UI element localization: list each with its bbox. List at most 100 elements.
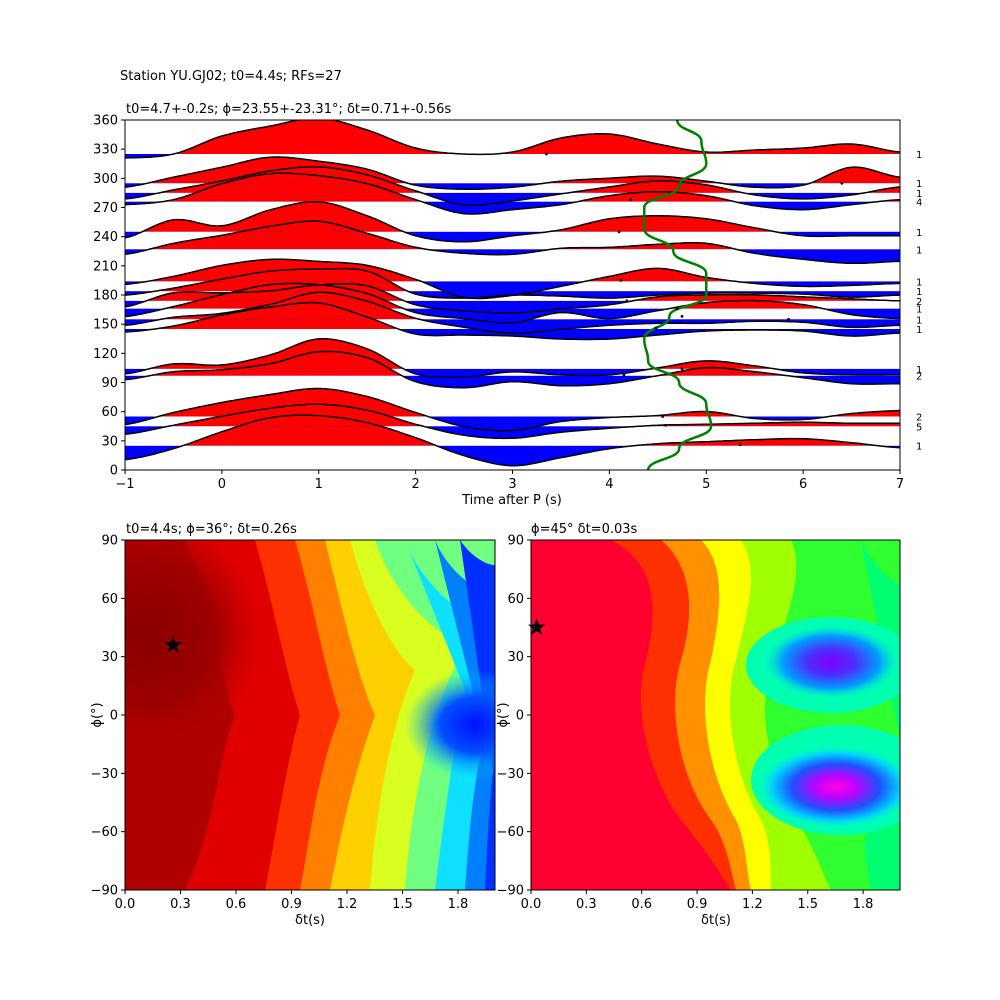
grid-right-heatmap (531, 540, 900, 890)
rf-count-label: 1 (916, 150, 922, 161)
rf-y-tick-label: 300 (93, 172, 118, 187)
rf-negative-fill (125, 426, 900, 439)
rf-trace (125, 291, 900, 335)
rf-negative-fill (125, 201, 900, 214)
rf-negative-fill (125, 300, 633, 313)
rf-moveout-points (545, 152, 844, 447)
grid-y-tick-label: 0 (516, 709, 524, 724)
grid-y-tick-label: −30 (497, 767, 524, 782)
rf-x-tick-label: 5 (702, 477, 710, 492)
grid-x-tick-label: 0.9 (687, 897, 708, 912)
grid-right-panel: ϕ=45° δt=0.03s 0.0 0.3 0.6 0.9 1.2 1.5 1.8 −90 −… (496, 522, 901, 928)
rf-trace (125, 283, 900, 314)
rf-y-tick-label: 150 (93, 318, 118, 333)
grid-y-tick-label: −30 (91, 767, 118, 782)
grid-y-tick-label: 0 (110, 709, 118, 724)
grid-right-axes: 0.0 0.3 0.6 0.9 1.2 1.5 1.8 −90 −60 −30 0 30 60 90 (497, 534, 874, 913)
grid-left-heatmap (125, 540, 495, 890)
rf-y-tick-label: 360 (93, 114, 118, 129)
grid-right-x-label: δt(s) (701, 913, 731, 928)
rf-trace (125, 403, 900, 440)
grid-left-y-label: ϕ(°) (90, 702, 105, 727)
rf-moveout-point (622, 373, 626, 377)
grid-y-tick-label: 60 (507, 592, 524, 607)
rf-x-tick-label: 1 (315, 477, 323, 492)
grid-x-tick-label: 1.5 (797, 897, 818, 912)
rf-trace (125, 301, 900, 341)
best-fit-star-icon (527, 618, 546, 635)
rf-negative-fill (125, 416, 900, 431)
rf-trace (125, 166, 900, 207)
rf-count-label: 2 (916, 372, 922, 383)
rf-y-tick-label: 210 (93, 259, 118, 274)
rf-trace (125, 120, 900, 159)
rf-positive-fill (148, 338, 775, 369)
grid-left-axes: 0.0 0.3 0.6 0.9 1.2 1.5 1.8 −90 −60 −30 0 30 60 90 (91, 534, 469, 913)
rf-count-label: 1 (916, 189, 922, 200)
rf-count-label: 1 (916, 315, 922, 326)
rf-x-tick-label: 0 (218, 477, 226, 492)
rf-trace (125, 387, 900, 432)
rf-moveout-point (664, 423, 667, 427)
rf-count-label: 1 (916, 179, 922, 190)
rf-y-tick-label: 270 (93, 201, 118, 216)
rf-negative-fill (125, 231, 900, 242)
grid-x-tick-label: 0.3 (576, 897, 597, 912)
rf-positive-fill (147, 259, 737, 282)
rf-x-tick-label: 2 (411, 477, 419, 492)
rf-moveout-point (629, 198, 633, 202)
rf-positive-fill (142, 201, 776, 232)
rf-positive-fill (125, 157, 900, 184)
grid-y-tick-label: 30 (101, 650, 118, 665)
grid-right-title: ϕ=45° δt=0.03s (531, 522, 638, 537)
rf-x-tick-label: 6 (799, 477, 807, 492)
rf-trace (125, 258, 900, 300)
grid-right-best-star (527, 618, 546, 635)
rf-y-tick-label: 330 (93, 143, 118, 158)
grid-x-tick-label: 1.8 (853, 897, 874, 912)
figure-title: Station YU.GJ02; t0=4.4s; RFs=27 (120, 69, 342, 84)
rf-count-label: 1 (916, 365, 922, 376)
rf-stack-title: t0=4.7+-0.2s; ϕ=23.55+-23.31°; δt=0.71+-… (126, 102, 451, 117)
rf-stack-panel: t0=4.7+-0.2s; ϕ=23.55+-23.31°; δt=0.71+-… (93, 102, 922, 508)
grid-right-y-label: ϕ(°) (496, 702, 511, 727)
rf-moveout-point (840, 181, 844, 185)
rf-count-label: 1 (916, 305, 922, 316)
rf-model-line (642, 120, 713, 470)
grid-y-tick-label: −60 (91, 825, 118, 840)
best-fit-star-icon (164, 636, 182, 653)
rf-y-axis: 0 30 60 90 120 150 180 210 240 270 300 330 360 (93, 114, 125, 479)
grid-x-tick-label: 0.0 (521, 897, 542, 912)
rf-trace (125, 338, 900, 379)
rf-count-label: 1 (916, 228, 922, 239)
rf-y-tick-label: 60 (101, 405, 118, 420)
rf-y-tick-label: 0 (110, 464, 118, 479)
rf-positive-fill (158, 388, 900, 417)
rf-x-tick-label: 7 (896, 477, 904, 492)
rf-trace (125, 350, 900, 389)
rf-count-label: 4 (916, 198, 922, 209)
rf-negative-fill (125, 249, 900, 264)
rf-x-axis: −1 0 1 2 3 4 5 6 7 (115, 470, 904, 492)
rf-y-tick-label: 240 (93, 230, 118, 245)
rf-trace (125, 414, 900, 467)
rf-negative-fill (125, 368, 900, 378)
rf-x-tick-label: −1 (115, 477, 134, 492)
rf-moveout-point (625, 299, 629, 303)
rf-y-tick-label: 120 (93, 347, 118, 362)
grid-x-tick-label: 1.8 (448, 897, 469, 912)
grid-x-tick-label: 0.6 (226, 897, 247, 912)
rf-negative-fill (125, 192, 900, 206)
rf-count-label: 5 (916, 422, 922, 433)
rf-positive-fill (173, 120, 900, 155)
grid-x-tick-label: 0.0 (115, 897, 136, 912)
rf-traces (125, 120, 900, 467)
rf-negative-fill (125, 329, 900, 340)
rf-negative-fill (125, 308, 900, 323)
rf-trace (125, 282, 900, 324)
rf-moveout-point (654, 326, 658, 330)
grid-left-title: t0=4.4s; ϕ=36°; δt=0.26s (126, 522, 297, 537)
grid-y-tick-label: 90 (507, 534, 524, 549)
